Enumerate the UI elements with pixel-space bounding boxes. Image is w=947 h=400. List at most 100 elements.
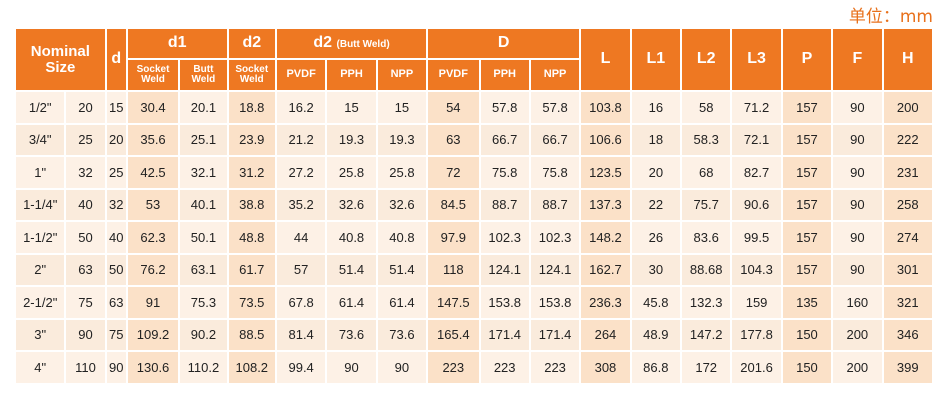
table-cell: 2" xyxy=(16,254,65,285)
header-D-pvdf: PVDF xyxy=(428,60,479,90)
table-cell: 88.7 xyxy=(530,189,580,220)
table-cell: 73.6 xyxy=(327,319,376,350)
table-cell: 157 xyxy=(782,254,832,285)
table-cell: 90.2 xyxy=(180,319,227,350)
table-cell: 40.8 xyxy=(377,222,427,253)
header-P: P xyxy=(782,29,832,90)
table-cell: 223 xyxy=(530,352,580,383)
table-cell: 110 xyxy=(66,352,105,383)
table-cell: 223 xyxy=(480,352,529,383)
table-cell: 45.8 xyxy=(631,287,681,318)
table-cell: 165.4 xyxy=(428,319,479,350)
table-cell: 75.7 xyxy=(682,189,731,220)
table-cell: 399 xyxy=(883,352,932,383)
table-cell: 1-1/4" xyxy=(16,189,65,220)
table-cell: 1-1/2" xyxy=(16,222,65,253)
table-cell: 157 xyxy=(782,124,832,155)
table-cell: 258 xyxy=(883,189,932,220)
table-cell: 90 xyxy=(833,222,882,253)
table-cell: 32 xyxy=(106,189,126,220)
table-cell: 40.8 xyxy=(327,222,376,253)
table-cell: 82.7 xyxy=(732,157,781,188)
table-cell: 321 xyxy=(883,287,932,318)
table-cell: 62.3 xyxy=(127,222,179,253)
table-cell: 88.68 xyxy=(682,254,731,285)
table-cell: 90 xyxy=(833,189,882,220)
header-L3: L3 xyxy=(732,29,781,90)
table-cell: 35.2 xyxy=(276,189,326,220)
table-cell: 147.2 xyxy=(682,319,731,350)
header-D-npp: NPP xyxy=(530,60,580,90)
table-cell: 26 xyxy=(631,222,681,253)
table-cell: 91 xyxy=(127,287,179,318)
table-cell: 201.6 xyxy=(732,352,781,383)
table-row: 2-1/2" 75 63 91 75.3 73.5 67.8 61.4 61.4 147.5 153… xyxy=(16,287,932,318)
table-cell: 3/4" xyxy=(16,124,65,155)
table-cell: 35.6 xyxy=(127,124,179,155)
table-cell: 54 xyxy=(428,92,479,123)
table-cell: 30.4 xyxy=(127,92,179,123)
table-cell: 21.2 xyxy=(276,124,326,155)
table-cell: 18 xyxy=(631,124,681,155)
table-cell: 177.8 xyxy=(732,319,781,350)
table-cell: 103.8 xyxy=(581,92,630,123)
table-row: 1-1/4" 40 32 53 40.1 38.8 35.2 32.6 32.6 84.5 88.7… xyxy=(16,189,932,220)
table-cell: 57.8 xyxy=(480,92,529,123)
table-cell: 90 xyxy=(106,352,126,383)
table-cell: 2-1/2" xyxy=(16,287,65,318)
table-cell: 147.5 xyxy=(428,287,479,318)
header-d: d xyxy=(106,29,126,90)
table-cell: 97.9 xyxy=(428,222,479,253)
table-cell: 274 xyxy=(883,222,932,253)
header-D-pph: PPH xyxy=(480,60,529,90)
table-cell: 57.8 xyxy=(530,92,580,123)
table-cell: 25 xyxy=(66,124,105,155)
table-cell: 1/2" xyxy=(16,92,65,123)
table-cell: 15 xyxy=(106,92,126,123)
table-cell: 99.4 xyxy=(276,352,326,383)
table-cell: 157 xyxy=(782,189,832,220)
table-cell: 153.8 xyxy=(530,287,580,318)
table-cell: 18.8 xyxy=(228,92,275,123)
table-cell: 157 xyxy=(782,92,832,123)
table-cell: 222 xyxy=(883,124,932,155)
table-cell: 48.9 xyxy=(631,319,681,350)
table-cell: 106.6 xyxy=(581,124,630,155)
unit-label: 单位：mm xyxy=(848,7,933,27)
table-cell: 63 xyxy=(66,254,105,285)
table-cell: 264 xyxy=(581,319,630,350)
table-cell: 162.7 xyxy=(581,254,630,285)
table-cell: 20 xyxy=(66,92,105,123)
table-cell: 160 xyxy=(833,287,882,318)
table-cell: 16.2 xyxy=(276,92,326,123)
table-row: 1-1/2" 50 40 62.3 50.1 48.8 44 40.8 40.8 97.9 102.… xyxy=(16,222,932,253)
table-cell: 81.4 xyxy=(276,319,326,350)
table-cell: 50 xyxy=(66,222,105,253)
table-cell: 90 xyxy=(377,352,427,383)
table-cell: 75.3 xyxy=(180,287,227,318)
table-cell: 66.7 xyxy=(480,124,529,155)
header-d2-pvdf: PVDF xyxy=(276,60,326,90)
table-cell: 63.1 xyxy=(180,254,227,285)
table-cell: 90 xyxy=(833,124,882,155)
table-cell: 32.6 xyxy=(377,189,427,220)
table-cell: 150 xyxy=(782,352,832,383)
header-d2-socket-weld: Socket Weld xyxy=(228,60,275,90)
table-cell: 223 xyxy=(428,352,479,383)
table-cell: 90.6 xyxy=(732,189,781,220)
header-H: H xyxy=(883,29,932,90)
table-cell: 157 xyxy=(782,222,832,253)
table-cell: 236.3 xyxy=(581,287,630,318)
table-cell: 61.4 xyxy=(327,287,376,318)
table-cell: 123.5 xyxy=(581,157,630,188)
table-cell: 57 xyxy=(276,254,326,285)
table-cell: 90 xyxy=(833,254,882,285)
table-cell: 231 xyxy=(883,157,932,188)
table-cell: 346 xyxy=(883,319,932,350)
table-cell: 22 xyxy=(631,189,681,220)
table-cell: 40 xyxy=(106,222,126,253)
table-cell: 88.5 xyxy=(228,319,275,350)
table-cell: 104.3 xyxy=(732,254,781,285)
table-cell: 20.1 xyxy=(180,92,227,123)
table-cell: 159 xyxy=(732,287,781,318)
